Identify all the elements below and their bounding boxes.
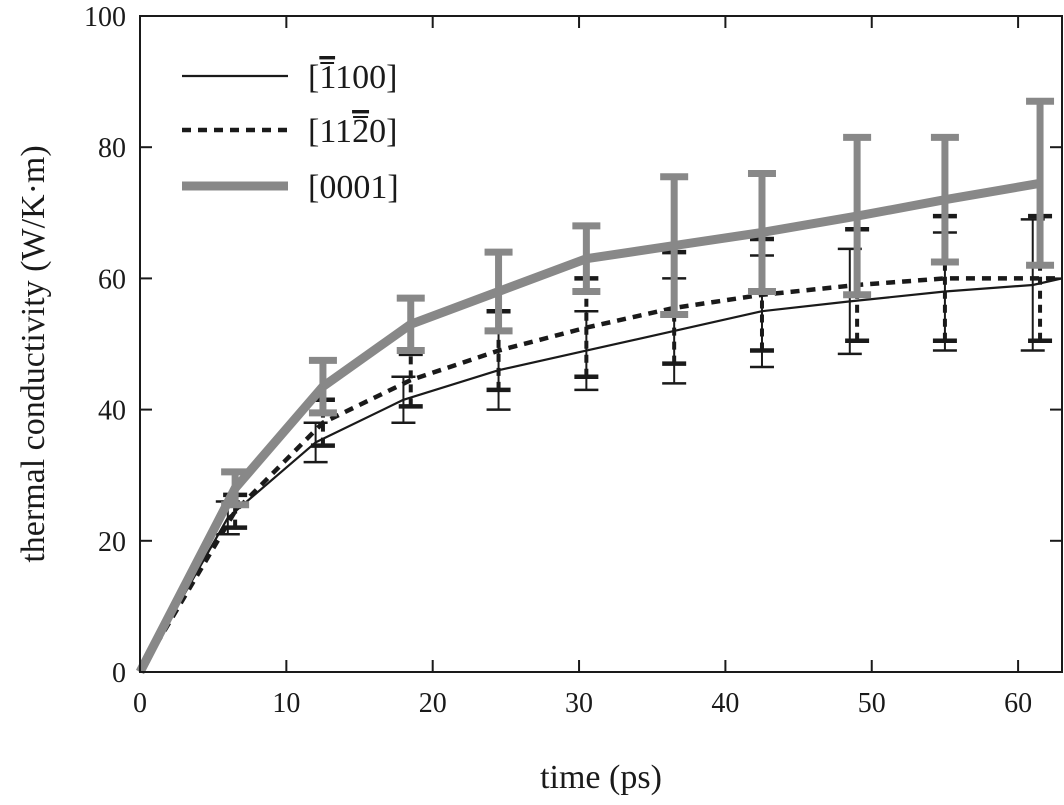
legend-label-1: [1100] — [308, 59, 397, 96]
x-tick-label: 0 — [133, 688, 147, 719]
data-point — [322, 386, 324, 388]
data-point — [227, 517, 229, 519]
series-3 — [136, 97, 1055, 675]
data-point — [856, 215, 858, 217]
x-tick-label: 50 — [858, 688, 886, 719]
data-point — [585, 258, 587, 260]
data-point — [673, 245, 675, 247]
data-point — [944, 199, 946, 201]
plot-frame — [139, 15, 1063, 673]
series-line — [139, 277, 1063, 673]
x-tick-label: 40 — [711, 688, 739, 719]
x-tick-label: 60 — [1004, 688, 1032, 719]
data-point — [410, 323, 412, 325]
data-point — [402, 399, 404, 401]
data-point — [761, 310, 763, 312]
data-point — [761, 231, 763, 233]
data-point — [585, 327, 587, 329]
data-point — [1039, 182, 1041, 184]
data-point — [315, 441, 317, 443]
series-line — [138, 276, 1062, 674]
legend-label-2: [1120] — [308, 113, 397, 150]
data-point — [585, 350, 587, 352]
data-point — [234, 510, 236, 512]
series-line — [136, 178, 1041, 675]
legend: [1100] [1120] [0001] — [182, 59, 399, 206]
y-tick-label: 40 — [98, 396, 126, 427]
x-axis-title: time (ps) — [540, 759, 662, 796]
y-axis-title: thermal conductivity (W/K·m) — [15, 145, 52, 562]
data-point — [944, 277, 946, 279]
data-point — [498, 291, 500, 293]
data-point — [498, 350, 500, 352]
x-tick-label: 30 — [565, 688, 593, 719]
data-point — [1039, 277, 1041, 279]
legend-label-3: [0001] — [308, 169, 399, 206]
data-point — [322, 422, 324, 424]
y-tick-label: 60 — [98, 264, 126, 295]
y-tick-label: 80 — [98, 133, 126, 164]
data-point — [1032, 284, 1034, 286]
series-1 — [139, 218, 1063, 673]
x-tick-label: 10 — [272, 688, 300, 719]
y-tick-label: 20 — [98, 527, 126, 558]
data-point — [849, 300, 851, 302]
x-tick-label: 20 — [419, 688, 447, 719]
y-tick-label: 100 — [84, 2, 126, 33]
y-tick-label: 0 — [112, 658, 126, 689]
data-point — [234, 487, 236, 489]
data-point — [410, 379, 412, 381]
